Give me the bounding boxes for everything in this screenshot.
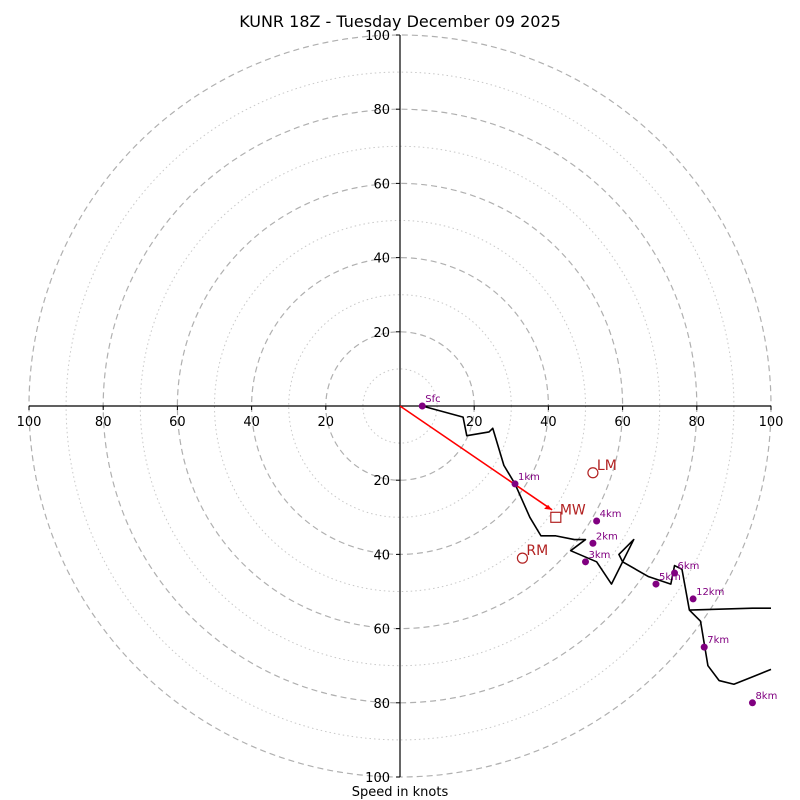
height-marker [511, 480, 519, 488]
height-marker-label: 2km [596, 531, 618, 542]
y-tick-label: 60 [373, 623, 390, 638]
height-marker [689, 595, 697, 603]
y-tick-label: 60 [373, 177, 390, 192]
x-tick-label: 40 [243, 415, 260, 430]
y-tick-label: 80 [373, 103, 390, 118]
shear-vector-line [399, 405, 553, 511]
y-tick-label: 40 [373, 252, 390, 267]
height-marker-label: 5km [659, 572, 681, 583]
trace-line-upper [689, 607, 771, 611]
x-tick-label: 80 [95, 415, 112, 430]
storm-motion-markers: LM MW RM [516, 458, 617, 564]
x-tick-label: 20 [318, 415, 335, 430]
height-marker [671, 569, 679, 577]
height-marker-label: 8km [755, 691, 777, 702]
x-tick-label: 20 [466, 415, 483, 430]
y-tick-label: 100 [365, 29, 390, 44]
height-marker-label: 12km [696, 587, 724, 598]
trace-line [422, 405, 772, 686]
height-marker-label: 6km [678, 561, 700, 572]
storm-motion-label: RM [526, 543, 548, 559]
height-marker [652, 580, 660, 588]
y-tick-label: 20 [373, 474, 390, 489]
height-marker-label: 1km [518, 472, 540, 483]
height-marker-label: 4km [600, 509, 622, 520]
height-marker [418, 402, 426, 410]
shear-vector [399, 405, 553, 511]
storm-motion-label: LM [597, 458, 617, 474]
wind-profile-trace [422, 405, 772, 686]
chart-title: KUNR 18Z - Tuesday December 09 2025 [239, 12, 561, 31]
shear-vector-arrowhead [544, 504, 553, 510]
storm-motion-marker [587, 467, 599, 479]
x-tick-label: 40 [540, 415, 557, 430]
height-marker [593, 517, 601, 525]
storm-motion-label: MW [560, 502, 586, 518]
height-marker [748, 699, 756, 707]
y-tick-label: 40 [373, 548, 390, 563]
y-tick-label: 100 [365, 771, 390, 786]
x-tick-label: 100 [759, 415, 784, 430]
height-marker [589, 539, 597, 547]
x-tick-label: 60 [614, 415, 631, 430]
storm-motion-marker [516, 552, 529, 564]
storm-motion-marker [550, 511, 562, 523]
y-tick-label: 20 [373, 326, 390, 341]
height-marker-label: 7km [707, 635, 729, 646]
x-tick-label: 60 [169, 415, 186, 430]
height-marker-label: Sfc [425, 394, 440, 405]
x-axis-label: Speed in knots [352, 785, 449, 800]
height-marker [700, 643, 708, 651]
x-tick-label: 80 [689, 415, 706, 430]
y-tick-label: 80 [373, 697, 390, 712]
x-tick-label: 100 [17, 415, 42, 430]
tick-labels: 100 80 60 40 20 20 40 60 80 100 100 80 60 40 20 20 40 60 8… [17, 29, 784, 786]
height-marker-label: 3km [589, 550, 611, 561]
height-marker [582, 558, 589, 566]
